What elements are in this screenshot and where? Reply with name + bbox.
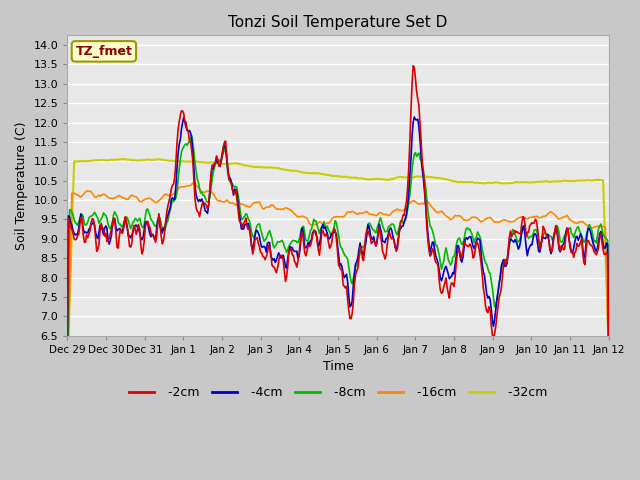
Y-axis label: Soil Temperature (C): Soil Temperature (C) — [15, 121, 28, 250]
X-axis label: Time: Time — [323, 360, 353, 373]
Legend:  -2cm,  -4cm,  -8cm,  -16cm,  -32cm: -2cm, -4cm, -8cm, -16cm, -32cm — [124, 382, 552, 405]
Text: TZ_fmet: TZ_fmet — [76, 45, 132, 58]
Title: Tonzi Soil Temperature Set D: Tonzi Soil Temperature Set D — [228, 15, 448, 30]
